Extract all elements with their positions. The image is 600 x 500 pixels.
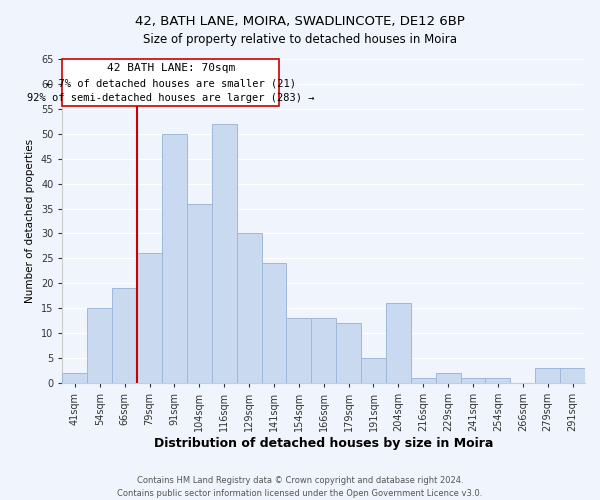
Bar	[286, 318, 311, 383]
Bar	[535, 368, 560, 383]
Bar	[112, 288, 137, 383]
Bar	[212, 124, 236, 383]
Text: 42, BATH LANE, MOIRA, SWADLINCOTE, DE12 6BP: 42, BATH LANE, MOIRA, SWADLINCOTE, DE12 …	[135, 15, 465, 28]
Bar	[236, 234, 262, 383]
Text: Contains HM Land Registry data © Crown copyright and database right 2024.
Contai: Contains HM Land Registry data © Crown c…	[118, 476, 482, 498]
Bar	[336, 323, 361, 383]
Text: 42 BATH LANE: 70sqm: 42 BATH LANE: 70sqm	[107, 63, 235, 73]
Text: Size of property relative to detached houses in Moira: Size of property relative to detached ho…	[143, 32, 457, 46]
Text: 92% of semi-detached houses are larger (283) →: 92% of semi-detached houses are larger (…	[27, 93, 314, 103]
Text: ← 7% of detached houses are smaller (21): ← 7% of detached houses are smaller (21)	[46, 79, 296, 89]
Bar	[162, 134, 187, 383]
Bar	[436, 373, 461, 383]
Bar	[461, 378, 485, 383]
Y-axis label: Number of detached properties: Number of detached properties	[25, 139, 35, 303]
Bar	[411, 378, 436, 383]
FancyBboxPatch shape	[62, 59, 279, 106]
Bar	[62, 373, 88, 383]
Bar	[485, 378, 511, 383]
Bar	[386, 304, 411, 383]
Bar	[137, 254, 162, 383]
Bar	[361, 358, 386, 383]
Bar	[187, 204, 212, 383]
Bar	[560, 368, 585, 383]
X-axis label: Distribution of detached houses by size in Moira: Distribution of detached houses by size …	[154, 437, 493, 450]
Bar	[262, 264, 286, 383]
Bar	[311, 318, 336, 383]
Bar	[88, 308, 112, 383]
